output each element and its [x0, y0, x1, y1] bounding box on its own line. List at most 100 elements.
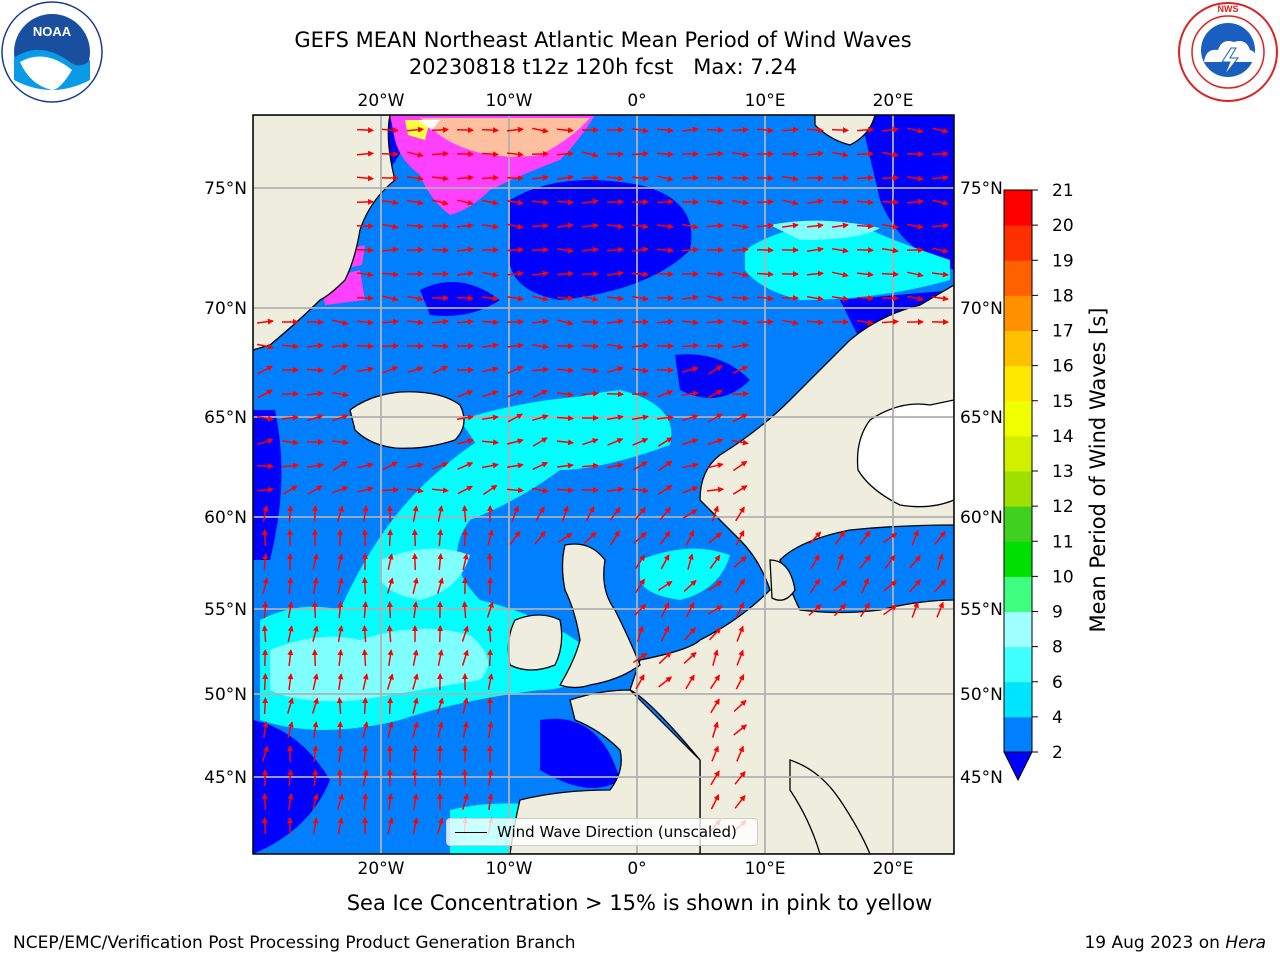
- graticule: [253, 115, 954, 854]
- left-lat-label: 45°N: [204, 768, 247, 788]
- wind-arrow: [337, 553, 344, 570]
- wind-arrow: [532, 174, 549, 181]
- wind-arrow: [856, 174, 874, 181]
- wind-arrow: [406, 199, 424, 206]
- wind-arrow: [707, 365, 723, 375]
- wind-arrow: [833, 603, 847, 617]
- wind-arrow: [859, 530, 871, 545]
- wind-arrow: [582, 438, 599, 446]
- wind-arrow: [457, 438, 474, 445]
- wind-arrow: [412, 697, 419, 714]
- wind-arrow: [507, 126, 524, 133]
- wind-arrow: [531, 343, 549, 350]
- wind-arrow: [632, 652, 648, 664]
- high-period-regions: [260, 220, 950, 854]
- map-frame: [252, 114, 955, 855]
- wind-arrow: [711, 721, 719, 738]
- wind-arrow: [781, 222, 799, 229]
- right-lat-label: 60°N: [960, 508, 1003, 528]
- wind-arrow: [557, 532, 573, 544]
- wind-arrow: [557, 319, 574, 326]
- wind-arrow: [287, 601, 294, 619]
- wind-arrow: [706, 127, 724, 134]
- wind-arrow: [556, 222, 574, 229]
- wind-arrow: [836, 553, 844, 570]
- footer-producer: NCEP/EMC/Verification Post Processing Pr…: [13, 933, 576, 953]
- wind-arrow: [387, 817, 394, 834]
- wind-arrow: [657, 414, 674, 421]
- wind-arrow: [881, 223, 899, 230]
- wind-arrow: [907, 295, 924, 302]
- wind-arrow: [312, 721, 319, 739]
- wind-arrow: [556, 270, 574, 277]
- wind-arrow: [710, 794, 720, 810]
- wind-arrow: [907, 271, 924, 278]
- wind-arrow: [709, 674, 721, 690]
- wind-arrow: [332, 414, 349, 422]
- wind-arrow: [456, 222, 474, 229]
- wind-arrow: [657, 580, 673, 592]
- colorbar-segment: [1004, 646, 1032, 683]
- wind-arrow: [882, 151, 899, 158]
- wind-arrow: [732, 485, 748, 495]
- wind-arrow: [287, 769, 294, 786]
- wind-arrow: [387, 529, 394, 547]
- wind-arrow: [257, 389, 273, 399]
- wind-arrow: [683, 651, 697, 664]
- wind-arrow: [507, 151, 524, 158]
- wind-arrow: [756, 295, 774, 302]
- left-lat-label: 50°N: [204, 685, 247, 705]
- wind-arrow: [482, 271, 499, 278]
- wind-arrow: [487, 529, 494, 546]
- wind-arrow: [807, 150, 824, 157]
- wind-arrow: [312, 817, 319, 835]
- wind-arrow: [631, 271, 649, 278]
- wind-arrow: [407, 462, 424, 469]
- svg-text:NWS: NWS: [1218, 4, 1239, 14]
- right-lat-label: 50°N: [960, 685, 1003, 705]
- wind-arrow: [932, 247, 949, 254]
- wind-arrow: [432, 199, 449, 206]
- wind-arrow: [832, 151, 849, 158]
- colorbar-tick-label: 6: [1052, 673, 1063, 693]
- wind-arrow: [809, 578, 821, 594]
- wind-arrow: [406, 246, 424, 253]
- wind-arrow: [532, 127, 549, 134]
- wind-arrow: [312, 553, 319, 570]
- wind-arrow: [831, 127, 849, 134]
- wind-wave-direction-arrows: [256, 126, 949, 835]
- wind-arrow: [256, 486, 274, 493]
- wind-arrow: [583, 531, 597, 545]
- wind-arrow: [507, 438, 524, 445]
- wind-arrow: [262, 505, 269, 523]
- wind-arrow: [756, 271, 774, 278]
- wind-arrow: [281, 439, 299, 446]
- chart-title: GEFS MEAN Northeast Atlantic Mean Period…: [294, 28, 912, 52]
- wind-arrow: [733, 699, 747, 712]
- top-lon-label: 20°W: [358, 91, 405, 111]
- wind-arrow: [262, 577, 269, 594]
- colorbar-tick-label: 15: [1052, 392, 1074, 412]
- wind-arrow: [462, 529, 469, 547]
- wind-arrow: [362, 697, 369, 715]
- wind-arrow: [456, 318, 474, 325]
- left-latitude-labels: 75°N 70°N 65°N 60°N 55°N 50°N 45°N: [204, 179, 247, 788]
- wind-arrow: [707, 605, 723, 615]
- wind-arrow: [481, 319, 499, 326]
- wind-arrow: [281, 462, 299, 469]
- wind-arrow: [331, 439, 349, 446]
- wind-arrow: [781, 175, 799, 182]
- wind-arrow: [706, 486, 724, 493]
- wind-arrow: [387, 553, 394, 570]
- wind-arrow: [660, 625, 670, 642]
- wind-arrow: [660, 554, 670, 570]
- wind-arrow: [607, 366, 624, 374]
- wind-arrow: [606, 486, 624, 493]
- wind-arrow: [556, 391, 574, 398]
- wind-arrow: [482, 295, 499, 302]
- wind-arrow: [656, 198, 674, 205]
- wind-arrow: [332, 319, 349, 326]
- wind-arrow: [735, 674, 745, 690]
- wind-arrow: [683, 579, 697, 592]
